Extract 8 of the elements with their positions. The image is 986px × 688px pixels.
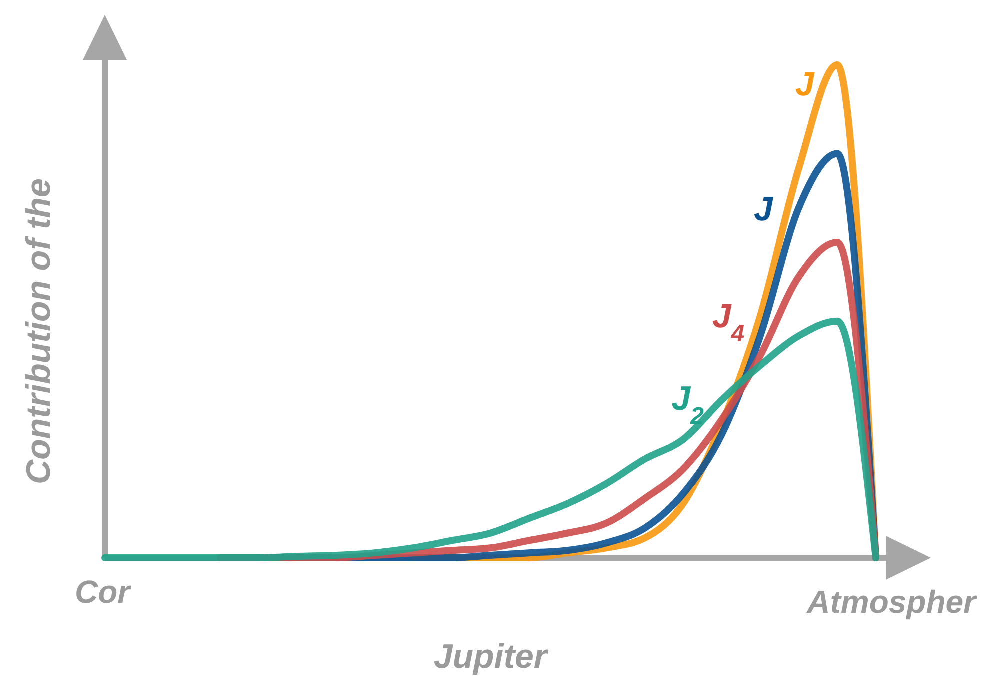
text: Cor [75, 574, 132, 610]
series-label: J$_{4}$ [712, 297, 745, 347]
text: Atmospher [806, 584, 978, 620]
series-label: J$_{2}$ [672, 380, 705, 430]
series-label: J [754, 190, 774, 228]
y-axis-title: Contribution of the [20, 178, 58, 484]
series-label: J [795, 66, 816, 104]
x-axis-title: Jupiter [434, 638, 549, 676]
